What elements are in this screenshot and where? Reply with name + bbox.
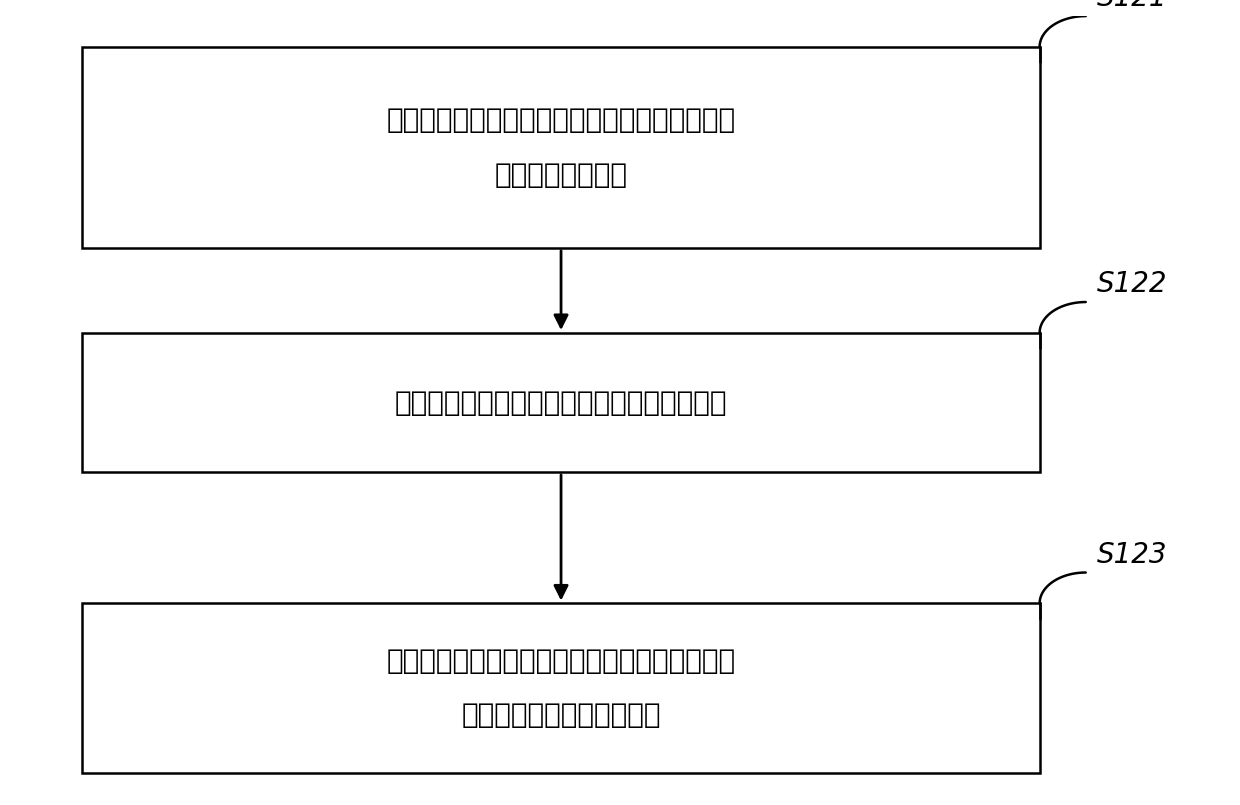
Text: 根据所分配的权重对所述词向量进行加权平均以: 根据所分配的权重对所述词向量进行加权平均以	[387, 647, 735, 675]
Text: 后的词组分配权重: 后的词组分配权重	[495, 160, 627, 188]
Bar	[83, 47, 1039, 248]
Text: S123: S123	[1097, 541, 1168, 568]
Text: 通过分词工具对所述合同条款进行分词并对分词: 通过分词工具对所述合同条款进行分词并对分词	[387, 106, 735, 134]
Bar	[83, 333, 1039, 472]
Text: 通过词向量工具将分词后的词组转换为词向量: 通过词向量工具将分词后的词组转换为词向量	[394, 389, 728, 416]
Text: 得到所述合同条款的句向量: 得到所述合同条款的句向量	[461, 701, 661, 729]
Text: S122: S122	[1097, 270, 1168, 298]
Text: S121: S121	[1097, 0, 1168, 12]
Bar	[83, 604, 1039, 774]
